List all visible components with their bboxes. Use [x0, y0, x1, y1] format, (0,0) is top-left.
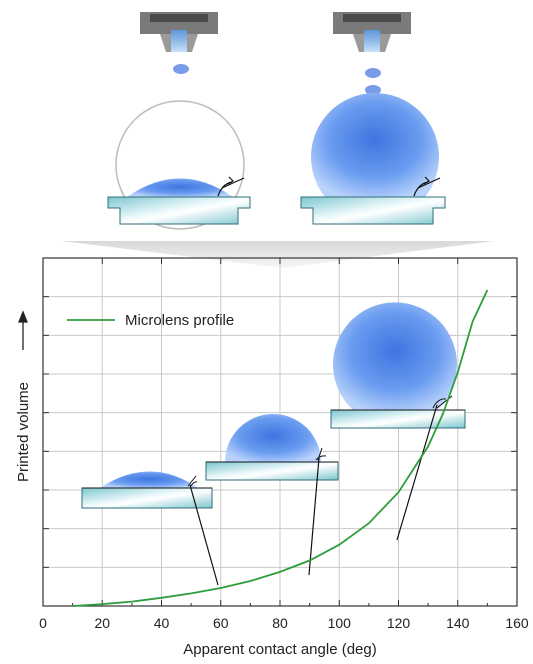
falling-droplet-right-2 [365, 85, 381, 95]
nozzle-left [140, 12, 218, 52]
inset-droplet-90deg [205, 414, 339, 481]
projection-fan [62, 241, 494, 268]
legend-label-microlens-profile: Microlens profile [125, 312, 234, 329]
droplet-outline-left [115, 100, 245, 230]
y-axis-arrow-icon [18, 310, 28, 350]
top-panel-left [107, 12, 251, 230]
x-tick-label: 120 [387, 615, 411, 631]
angle-marker-right [413, 176, 441, 197]
substrate-right [300, 196, 446, 225]
x-tick-label: 140 [446, 615, 470, 631]
y-axis-title: Printed volume [15, 382, 32, 482]
leader-lines [189, 404, 438, 586]
series-line-microlens-profile [72, 289, 489, 607]
legend: Microlens profile [67, 312, 234, 329]
droplet-cap-left [127, 178, 233, 197]
substrate-left [107, 196, 251, 225]
inset-droplet-60deg [81, 471, 213, 509]
x-axis-title: Apparent contact angle (deg) [183, 641, 376, 658]
y-ticks [43, 296, 517, 568]
y-axis-title-group: Printed volume [15, 382, 32, 482]
nozzle-right [333, 12, 411, 52]
x-tick-label: 40 [154, 615, 170, 631]
x-tick-label: 20 [94, 615, 110, 631]
leader-line-60deg [189, 484, 219, 586]
x-tick-label: 100 [328, 615, 352, 631]
falling-droplet-right-1 [365, 68, 381, 78]
x-tick-label: 60 [213, 615, 229, 631]
x-tick-label: 80 [272, 615, 288, 631]
x-tick-label: 0 [39, 615, 47, 631]
x-tick-labels: 0 20 40 60 80 100 120 140 160 [39, 615, 529, 631]
angle-marker-left [217, 176, 245, 197]
falling-droplet-left [173, 64, 189, 74]
leader-line-120deg [396, 404, 438, 541]
top-panel-right [300, 12, 446, 225]
leader-line-90deg [308, 457, 320, 576]
droplet-right [311, 93, 439, 197]
x-tick-label: 160 [505, 615, 529, 631]
